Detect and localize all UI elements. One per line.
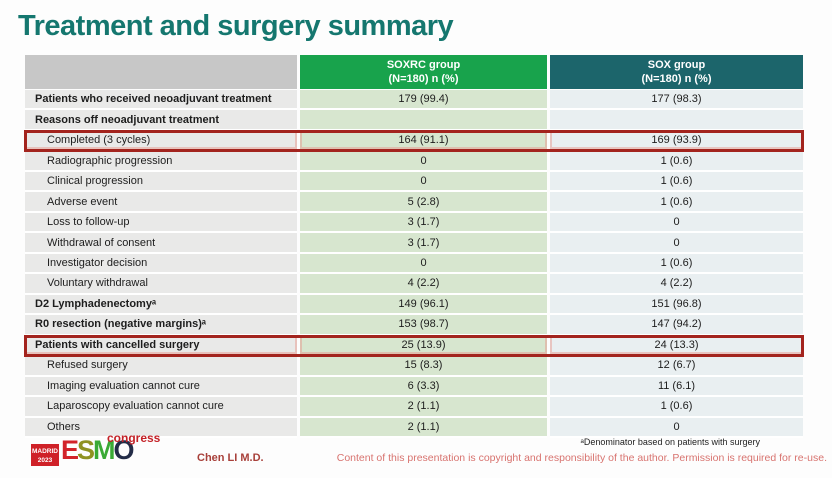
badge-location: MADRID <box>32 448 58 455</box>
row-label: Clinical progression <box>25 171 297 193</box>
row-label: Withdrawal of consent <box>25 233 297 254</box>
table-row: Radiographic progression 0 1 (0.6) <box>25 151 803 172</box>
soxrc-header-name: SOXRC group <box>386 58 461 71</box>
table-body: Patients who received neoadjuvant treatm… <box>24 90 804 438</box>
congress-label: congress <box>107 431 161 445</box>
sox-value: 24 (13.3) <box>550 335 803 357</box>
row-label: Investigator decision <box>25 253 297 275</box>
soxrc-header-sub: (N=180) n (%) <box>388 73 459 85</box>
table-row: Clinical progression 0 1 (0.6) <box>25 171 803 193</box>
table-row: Adverse event 5 (2.8) 1 (0.6) <box>25 192 803 213</box>
soxrc-value: 0 <box>300 151 547 172</box>
esmo-letter-o: O <box>113 435 135 465</box>
denominator-footnote: ᵃDenominator based on patients with surg… <box>580 437 760 447</box>
row-label: Reasons off neoadjuvant treatment <box>25 110 297 131</box>
presenter-name: Chen LI M.D. <box>197 452 264 464</box>
row-label: Loss to follow-up <box>25 212 297 234</box>
row-label: Voluntary withdrawal <box>25 274 297 295</box>
soxrc-value: 3 (1.7) <box>300 212 547 234</box>
soxrc-value: 2 (1.1) <box>300 397 547 418</box>
row-label: D2 Lymphadenectomyᵃ <box>25 294 297 316</box>
table-row: R0 resection (negative margins)ᵃ 153 (98… <box>25 315 803 336</box>
sox-value <box>550 110 803 131</box>
sox-value: 0 <box>550 233 803 254</box>
sox-value: 0 <box>550 212 803 234</box>
table-row: Loss to follow-up 3 (1.7) 0 <box>25 212 803 234</box>
table-row: Investigator decision 0 1 (0.6) <box>25 253 803 275</box>
soxrc-value: 153 (98.7) <box>300 315 547 336</box>
table-row: Voluntary withdrawal 4 (2.2) 4 (2.2) <box>25 274 803 295</box>
row-label: Radiographic progression <box>25 151 297 172</box>
header-sox-group: SOX group (N=180) n (%) <box>550 55 803 89</box>
table-row: Withdrawal of consent 3 (1.7) 0 <box>25 233 803 254</box>
sox-value: 1 (0.6) <box>550 171 803 193</box>
row-label: Refused surgery <box>25 356 297 377</box>
table-row: Others 2 (1.1) 0 <box>25 417 803 438</box>
header-empty-cell <box>25 55 297 89</box>
soxrc-value: 3 (1.7) <box>300 233 547 254</box>
sox-value: 11 (6.1) <box>550 376 803 398</box>
header-soxrc-group: SOXRC group (N=180) n (%) <box>300 55 547 89</box>
sox-value: 1 (0.6) <box>550 192 803 213</box>
row-label: Imaging evaluation cannot cure <box>25 376 297 398</box>
soxrc-value: 164 (91.1) <box>300 130 547 152</box>
soxrc-value: 0 <box>300 171 547 193</box>
table-row: Laparoscopy evaluation cannot cure 2 (1.… <box>25 397 803 418</box>
sox-value: 1 (0.6) <box>550 253 803 275</box>
esmo-logo: ESMO <box>61 435 135 465</box>
sox-value: 177 (98.3) <box>550 90 803 111</box>
row-label: Patients who received neoadjuvant treatm… <box>25 90 297 111</box>
row-label: Adverse event <box>25 192 297 213</box>
soxrc-value <box>300 110 547 131</box>
sox-header-sub: (N=180) n (%) <box>641 73 712 85</box>
sox-value: 12 (6.7) <box>550 356 803 377</box>
row-label: R0 resection (negative margins)ᵃ <box>25 315 297 336</box>
table-row: Patients with cancelled surgery 25 (13.9… <box>24 334 804 358</box>
table-row: Reasons off neoadjuvant treatment <box>25 110 803 131</box>
esmo-letter-e: E <box>61 435 79 465</box>
soxrc-value: 179 (99.4) <box>300 90 547 111</box>
sox-header-name: SOX group <box>647 58 706 71</box>
soxrc-value: 4 (2.2) <box>300 274 547 295</box>
table-row: Completed (3 cycles) 164 (91.1) 169 (93.… <box>24 129 804 153</box>
row-label: Patients with cancelled surgery <box>25 335 297 357</box>
summary-table: SOXRC group (N=180) n (%) SOX group (N=1… <box>24 55 804 438</box>
badge-year: 2023 <box>37 457 53 465</box>
table-row: Imaging evaluation cannot cure 6 (3.3) 1… <box>25 376 803 398</box>
sox-value: 0 <box>550 417 803 438</box>
soxrc-value: 15 (8.3) <box>300 356 547 377</box>
soxrc-value: 2 (1.1) <box>300 417 547 438</box>
table-row: D2 Lymphadenectomyᵃ 149 (96.1) 151 (96.8… <box>25 294 803 316</box>
sox-value: 147 (94.2) <box>550 315 803 336</box>
table-row: Refused surgery 15 (8.3) 12 (6.7) <box>25 356 803 377</box>
esmo-madrid-badge: MADRID 2023 <box>31 444 59 466</box>
soxrc-value: 6 (3.3) <box>300 376 547 398</box>
table-header-row: SOXRC group (N=180) n (%) SOX group (N=1… <box>25 55 803 89</box>
table-row: Patients who received neoadjuvant treatm… <box>25 90 803 111</box>
esmo-letter-s: S <box>77 435 95 465</box>
row-label: Laparoscopy evaluation cannot cure <box>25 397 297 418</box>
sox-value: 1 (0.6) <box>550 151 803 172</box>
sox-value: 151 (96.8) <box>550 294 803 316</box>
esmo-letter-m: M <box>93 435 115 465</box>
sox-value: 169 (93.9) <box>550 130 803 152</box>
soxrc-value: 5 (2.8) <box>300 192 547 213</box>
sox-value: 1 (0.6) <box>550 397 803 418</box>
soxrc-value: 149 (96.1) <box>300 294 547 316</box>
soxrc-value: 0 <box>300 253 547 275</box>
soxrc-value: 25 (13.9) <box>300 335 547 357</box>
copyright-notice: Content of this presentation is copyrigh… <box>336 452 827 464</box>
sox-value: 4 (2.2) <box>550 274 803 295</box>
row-label: Others <box>25 417 297 438</box>
page-title: Treatment and surgery summary <box>18 10 454 42</box>
row-label: Completed (3 cycles) <box>25 130 297 152</box>
